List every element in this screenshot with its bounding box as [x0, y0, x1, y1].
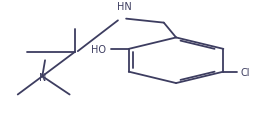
Text: HN: HN: [117, 2, 132, 12]
Text: N: N: [38, 72, 46, 82]
Text: Cl: Cl: [240, 67, 250, 77]
Text: HO: HO: [91, 45, 106, 54]
